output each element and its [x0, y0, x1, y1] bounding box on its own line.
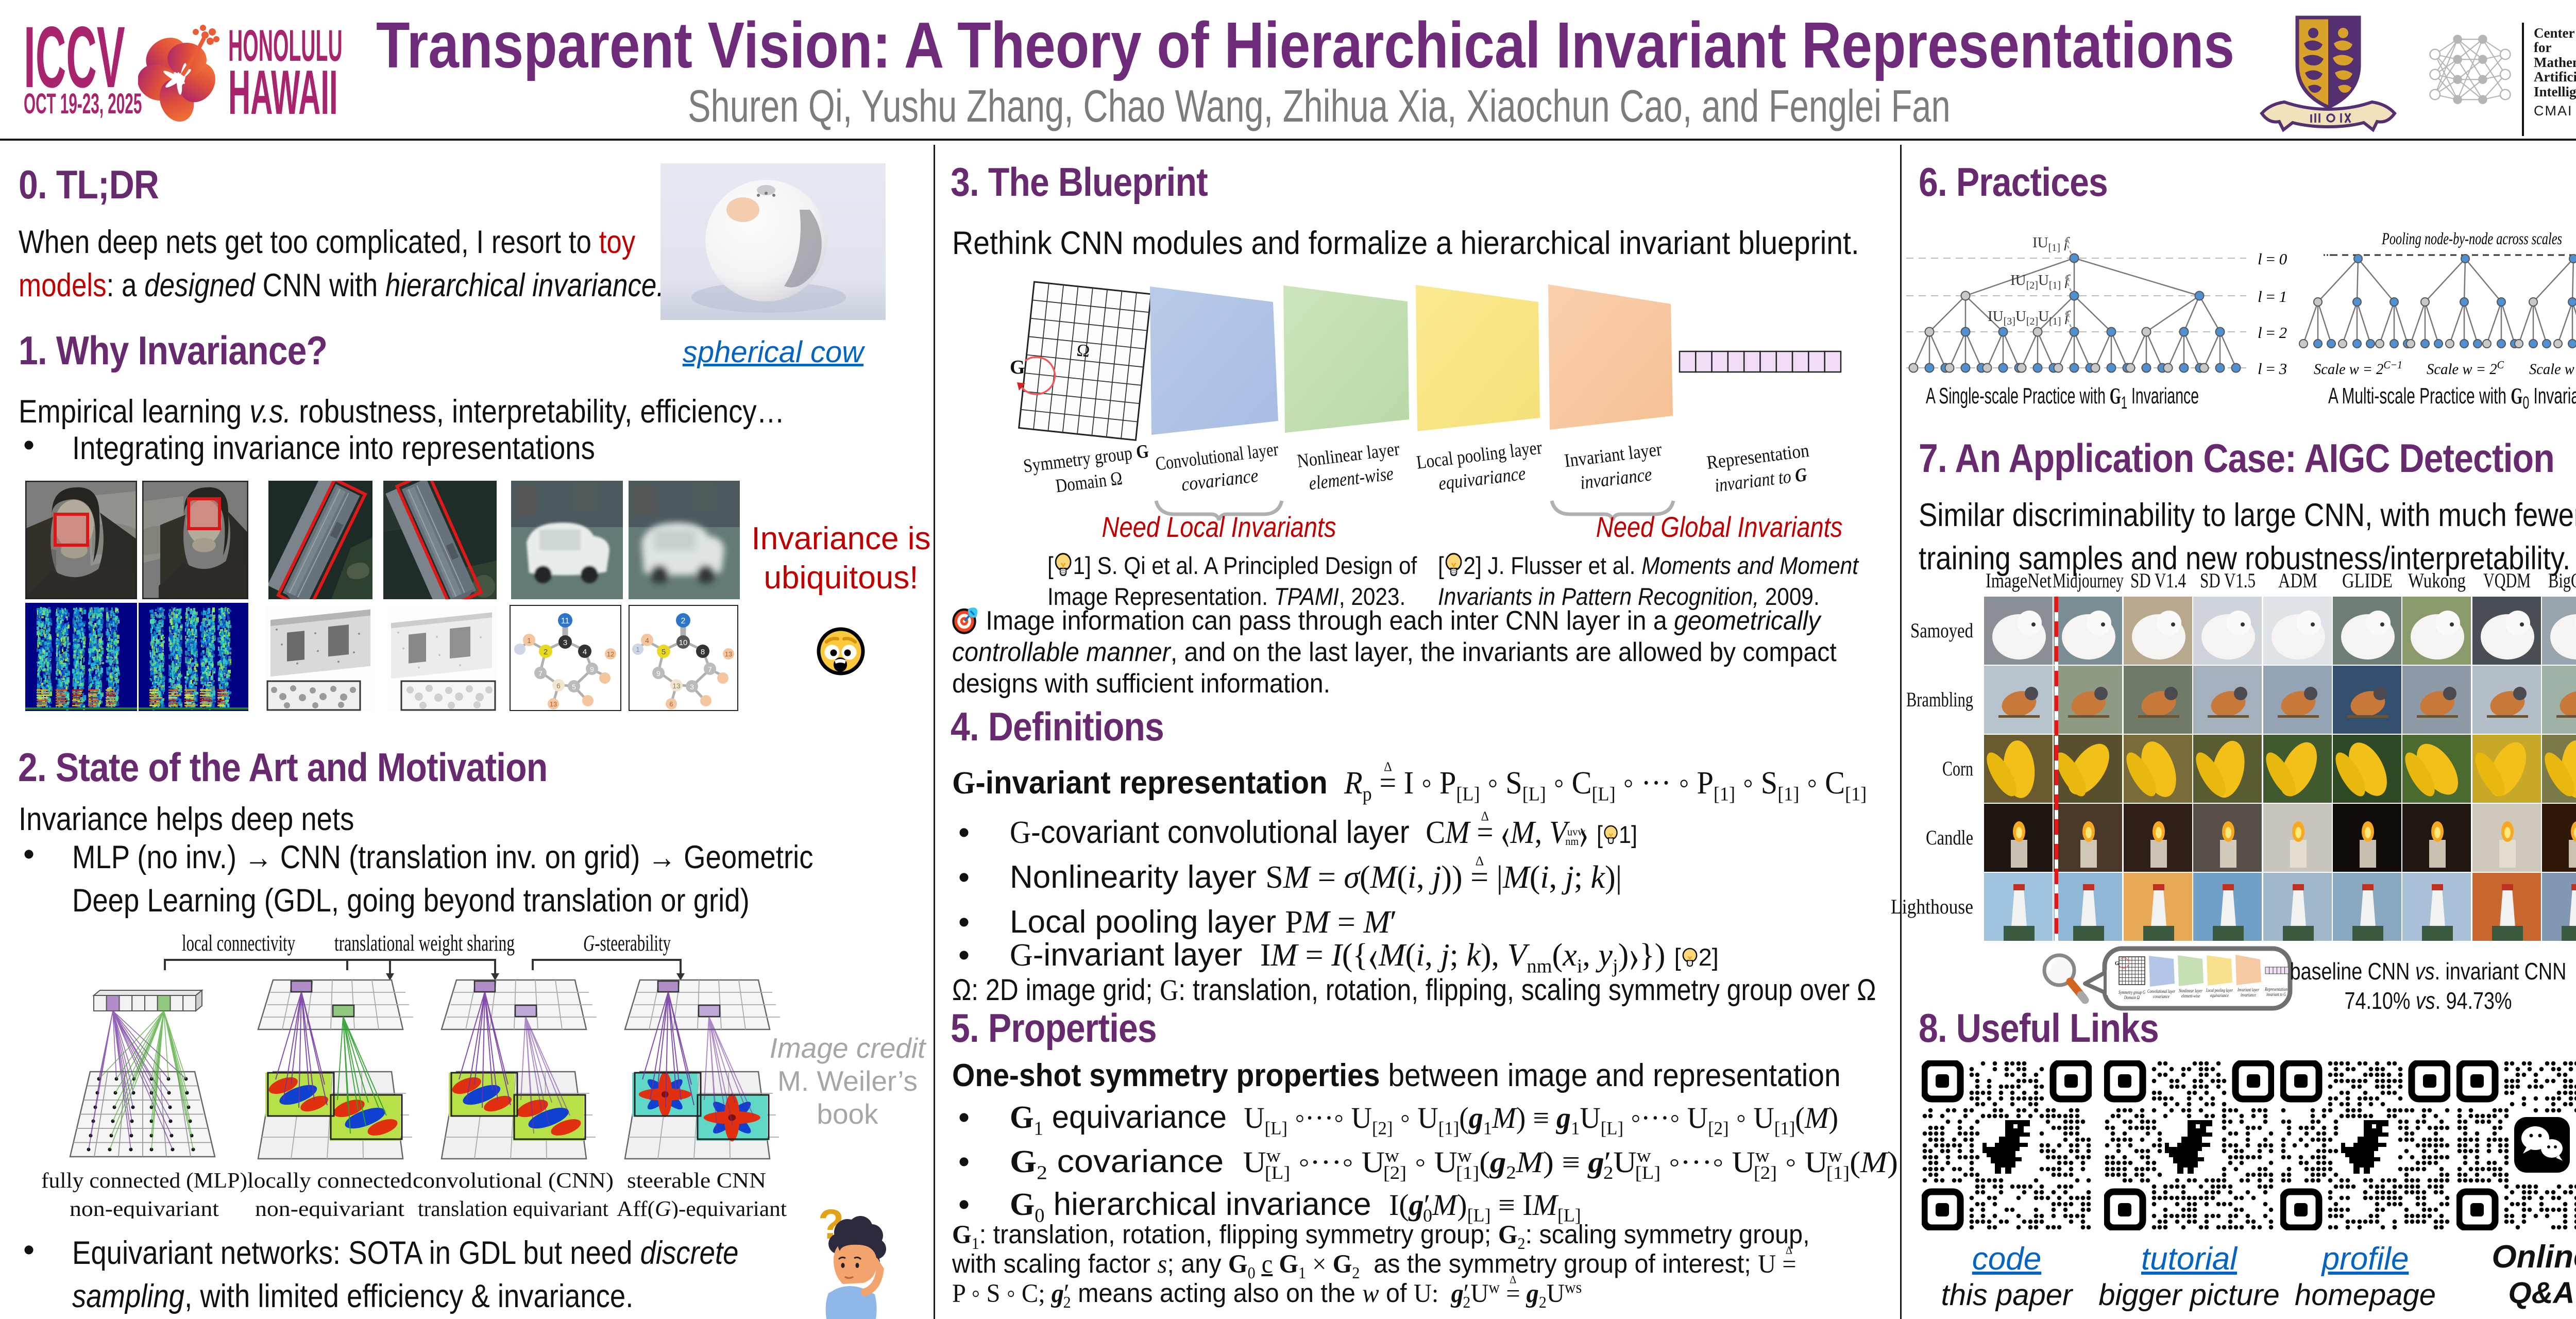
svg-text:9: 9: [656, 669, 660, 678]
svg-text:Nonlinear layer: Nonlinear layer: [2178, 989, 2202, 994]
svg-text:Convolutional layer: Convolutional layer: [1154, 439, 1279, 475]
svg-text:BigGAN: BigGAN: [2548, 569, 2576, 592]
svg-text:1: 1: [636, 646, 639, 653]
svg-text:Wukong: Wukong: [2408, 569, 2466, 592]
svg-text:8: 8: [701, 648, 705, 656]
svg-text:13: 13: [672, 682, 681, 690]
svg-text:Scale w = 2C+1: Scale w = 2C+1: [2529, 359, 2576, 378]
svg-text:7: 7: [708, 665, 712, 673]
svg-text:translation equivariant: translation equivariant: [418, 1197, 608, 1219]
svg-text:VQDM: VQDM: [2483, 569, 2531, 592]
svg-text:Ω: Ω: [1076, 341, 1091, 361]
svg-text:non-equivariant: non-equivariant: [255, 1197, 404, 1219]
svg-text:SD V1.5: SD V1.5: [2200, 569, 2256, 592]
svg-text:Domain Ω: Domain Ω: [2124, 995, 2140, 1001]
svg-text:ADM: ADM: [2278, 569, 2317, 592]
svg-text:l = 1: l = 1: [2258, 288, 2287, 306]
svg-text:ImageNet: ImageNet: [1986, 569, 2052, 592]
svg-text:Midjourney: Midjourney: [2053, 569, 2124, 592]
svg-text:10: 10: [679, 638, 688, 647]
svg-text:invariant to G: invariant to G: [2266, 992, 2286, 997]
svg-text:G: G: [2115, 961, 2119, 967]
svg-text:3: 3: [563, 638, 567, 647]
svg-text:GLIDE: GLIDE: [2342, 569, 2393, 592]
svg-text:9: 9: [590, 665, 594, 673]
svg-text:3: 3: [690, 683, 694, 691]
svg-text:translational weight sharing: translational weight sharing: [334, 931, 515, 956]
svg-text:IU[2]U[1] f: IU[2]U[1] f: [2010, 272, 2071, 291]
svg-text:Candle: Candle: [1926, 826, 1973, 849]
svg-text:invariance: invariance: [2241, 993, 2256, 998]
svg-text:G: G: [1010, 357, 1025, 378]
svg-text:steerable CNN: steerable CNN: [627, 1169, 766, 1193]
svg-text:l = 3: l = 3: [2258, 360, 2287, 378]
svg-text:equivariance: equivariance: [2210, 993, 2229, 999]
svg-text:non-equivariant: non-equivariant: [70, 1197, 219, 1219]
svg-text:4: 4: [583, 648, 587, 656]
svg-text:11: 11: [561, 617, 570, 625]
svg-text:A Multi-scale Practice with G0: A Multi-scale Practice with G0 Invarianc…: [2328, 383, 2576, 413]
svg-text:Lighthouse: Lighthouse: [1891, 895, 1973, 918]
svg-text:l = 0: l = 0: [2258, 250, 2287, 268]
svg-text:SD V1.4: SD V1.4: [2130, 569, 2186, 592]
svg-text:5: 5: [662, 648, 666, 656]
svg-text:12: 12: [607, 650, 614, 658]
svg-text:6: 6: [669, 700, 673, 708]
svg-text:Brambling: Brambling: [1906, 688, 1973, 711]
svg-text:Samoyed: Samoyed: [1910, 619, 1973, 642]
svg-text:covariance: covariance: [2153, 994, 2170, 1000]
svg-text:Domain Ω: Domain Ω: [1055, 468, 1124, 497]
svg-text:Corn: Corn: [1942, 757, 1973, 780]
svg-text:Symmetry group G: Symmetry group G: [1022, 441, 1150, 477]
svg-text:local connectivity: local connectivity: [182, 931, 295, 956]
svg-text:Pooling node-by-node across sc: Pooling node-by-node across scales: [2381, 230, 2562, 248]
svg-text:Invariant layer: Invariant layer: [2237, 988, 2259, 993]
svg-text:1: 1: [527, 636, 531, 645]
svg-text:Scale w = 2C−1: Scale w = 2C−1: [2314, 359, 2402, 378]
svg-text:6: 6: [556, 682, 561, 690]
svg-text:2: 2: [544, 648, 548, 656]
svg-text:G-steerability: G-steerability: [583, 931, 671, 956]
svg-text:2: 2: [681, 617, 686, 625]
svg-text:Representation: Representation: [2264, 987, 2287, 992]
svg-text:l = 2: l = 2: [2258, 324, 2287, 342]
svg-text:Local pooling layer: Local pooling layer: [2206, 988, 2233, 993]
svg-text:13: 13: [725, 650, 732, 658]
svg-text:4: 4: [645, 636, 649, 645]
svg-text:Aff(G)-equivariant: Aff(G)-equivariant: [617, 1197, 787, 1219]
svg-text:element-wise: element-wise: [2181, 994, 2200, 999]
svg-text:A Single-scale Practice with G: A Single-scale Practice with G1 Invarian…: [1926, 383, 2199, 413]
svg-text:7: 7: [538, 669, 543, 678]
svg-text:5: 5: [572, 683, 576, 691]
svg-text:Convolutional layer: Convolutional layer: [2147, 989, 2175, 994]
svg-text:convolutional (CNN): convolutional (CNN): [413, 1169, 614, 1193]
svg-text:Symmetry group G: Symmetry group G: [2119, 990, 2145, 995]
svg-text:locally connected: locally connected: [247, 1169, 412, 1193]
svg-text:13: 13: [550, 700, 557, 708]
svg-text:fully connected (MLP): fully connected (MLP): [41, 1169, 247, 1193]
svg-text:IU[1] f: IU[1] f: [2032, 234, 2070, 253]
svg-text:Scale w = 2C: Scale w = 2C: [2427, 359, 2504, 378]
